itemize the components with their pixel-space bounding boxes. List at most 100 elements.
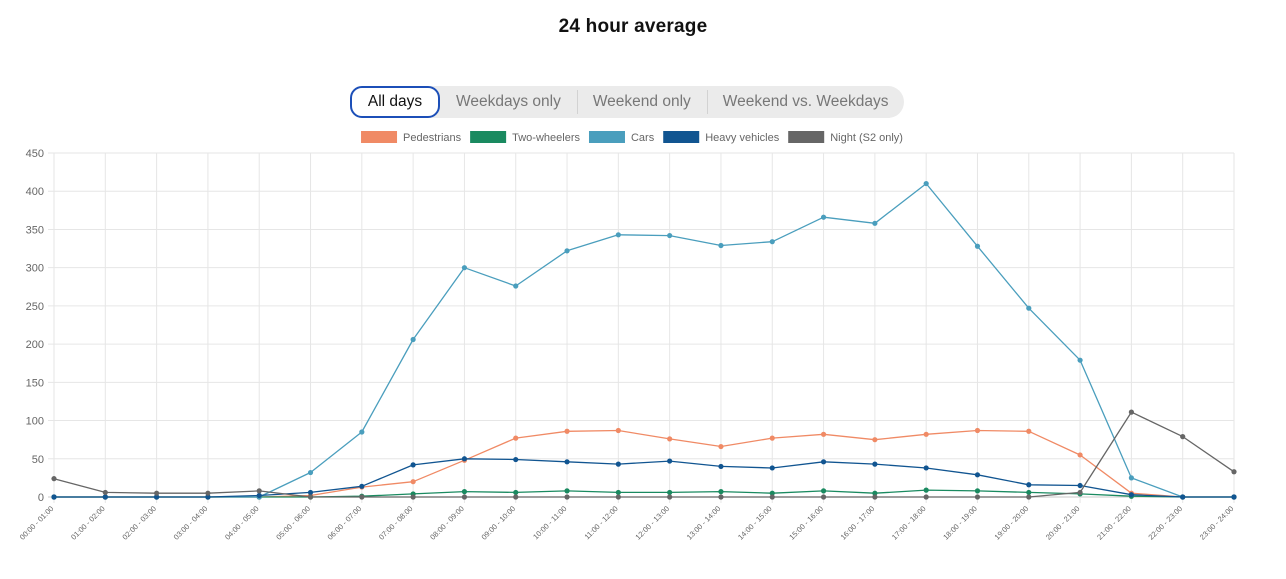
data-point [410, 336, 416, 343]
series-line [54, 182, 1234, 498]
tab-all-days[interactable]: All days [350, 86, 440, 118]
data-point [718, 489, 724, 495]
data-point [205, 490, 211, 496]
data-point [667, 232, 673, 239]
data-point [769, 494, 775, 500]
x-tick-label: 00:00 - 01:00 [18, 504, 56, 542]
data-point [1128, 492, 1134, 498]
data-point [667, 436, 673, 442]
data-point [256, 492, 262, 499]
view-tab-group: All days Weekdays only Weekend only Week… [350, 86, 905, 118]
data-point [513, 494, 519, 500]
data-point [615, 427, 621, 434]
data-point [564, 494, 570, 500]
data-point [513, 283, 519, 289]
data-point [1026, 494, 1032, 500]
data-point [461, 489, 468, 495]
data-point [872, 494, 878, 500]
x-tick-label: 21:00 - 22:00 [1095, 504, 1133, 542]
data-point [872, 437, 878, 443]
data-point [513, 489, 519, 496]
data-point [307, 489, 314, 496]
x-tick-label: 07:00 - 08:00 [377, 504, 415, 542]
line-chart: 0 50 100 150 200 250 300 350 400 450 00:00 - 01:00… [18, 131, 1237, 542]
data-point [205, 494, 211, 500]
data-point [769, 490, 775, 496]
x-tick-label: 01:00 - 02:00 [69, 504, 107, 542]
data-point [513, 435, 519, 441]
data-point [667, 458, 673, 464]
x-tick-label: 13:00 - 14:00 [685, 504, 723, 542]
x-tick-label: 18:00 - 19:00 [941, 504, 979, 542]
data-point [923, 494, 929, 500]
data-point [820, 459, 827, 465]
y-tick-label: 150 [26, 377, 44, 389]
data-point [974, 494, 981, 500]
data-point [872, 490, 878, 496]
x-tick-label: 09:00 - 10:00 [480, 504, 518, 542]
x-tick-label: 10:00 - 11:00 [531, 504, 568, 541]
legend-label: Heavy vehicles [705, 132, 779, 144]
data-point [923, 431, 929, 437]
data-point [359, 483, 365, 489]
data-point [1180, 434, 1186, 440]
data-point [154, 490, 160, 496]
data-point [461, 456, 468, 462]
y-tick-label: 250 [26, 301, 44, 313]
legend-label: Night (S2 only) [830, 132, 903, 144]
data-point [1180, 494, 1186, 500]
x-tick-label: 14:00 - 15:00 [736, 504, 774, 542]
data-point [1026, 305, 1032, 311]
x-tick-label: 19:00 - 20:00 [993, 504, 1031, 542]
data-point [102, 494, 108, 500]
data-point [256, 488, 262, 494]
data-point [564, 488, 570, 494]
y-tick-label: 0 [38, 492, 44, 504]
legend-label: Cars [631, 132, 655, 144]
series-line [54, 429, 1234, 498]
data-point [359, 494, 365, 500]
data-point [974, 427, 981, 434]
x-tick-label: 15:00 - 16:00 [787, 504, 825, 542]
data-point [51, 476, 57, 482]
data-point [615, 494, 621, 500]
data-point [923, 180, 929, 187]
data-point [667, 489, 673, 496]
x-tick-label: 20:00 - 21:00 [1044, 504, 1082, 542]
data-point [667, 494, 673, 500]
x-tick-label: 02:00 - 03:00 [120, 504, 158, 542]
data-point [615, 232, 621, 238]
legend-swatch [588, 131, 625, 143]
y-tick-label: 100 [26, 416, 44, 428]
data-point [1026, 428, 1032, 434]
x-tick-label: 08:00 - 09:00 [428, 504, 466, 542]
legend-label: Pedestrians [403, 132, 462, 144]
legend-label: Two-wheelers [512, 132, 580, 144]
data-point [615, 461, 621, 467]
tab-weekend-vs-weekdays[interactable]: Weekend vs. Weekdays [706, 86, 905, 118]
data-point [718, 242, 724, 249]
tab-weekend-only[interactable]: Weekend only [576, 86, 707, 118]
data-point [820, 494, 827, 500]
y-tick-label: 50 [32, 454, 44, 466]
data-point [102, 489, 108, 496]
data-point [513, 456, 519, 463]
data-point [872, 461, 878, 467]
tab-weekdays-only[interactable]: Weekdays only [456, 93, 561, 110]
x-tick-label: 06:00 - 07:00 [326, 504, 364, 542]
data-point [1231, 494, 1237, 500]
data-point [1077, 482, 1083, 489]
y-tick-label: 200 [26, 339, 44, 351]
legend-swatch [470, 131, 507, 143]
data-point [820, 214, 827, 220]
data-point [872, 220, 878, 226]
data-point [461, 494, 468, 500]
data-point [1077, 452, 1083, 458]
data-point [974, 488, 981, 494]
data-point [1128, 409, 1134, 415]
legend-swatch [788, 131, 825, 143]
page-title: 24 hour average [558, 16, 708, 37]
x-tick-label: 17:00 - 18:00 [890, 504, 928, 542]
data-point [974, 243, 981, 249]
data-point [615, 489, 621, 496]
